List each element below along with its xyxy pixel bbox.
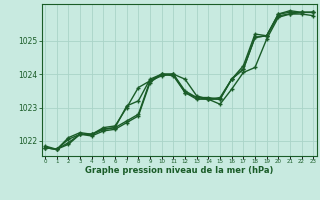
X-axis label: Graphe pression niveau de la mer (hPa): Graphe pression niveau de la mer (hPa) [85,166,273,175]
